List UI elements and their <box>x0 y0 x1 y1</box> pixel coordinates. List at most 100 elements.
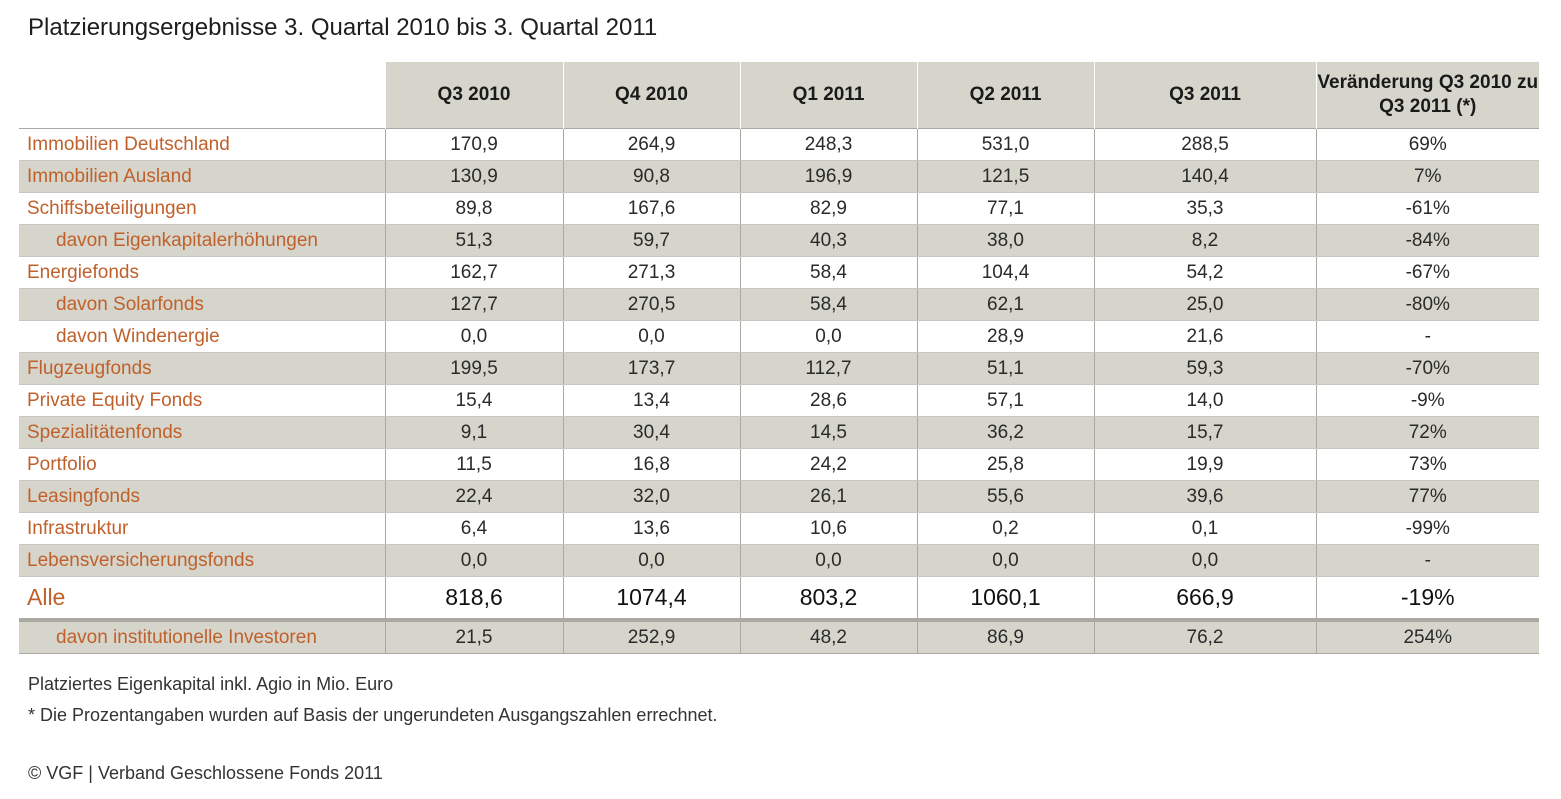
change-cell: 73% <box>1315 448 1539 481</box>
value-cell: 26,1 <box>739 480 917 513</box>
value-cell: 86,9 <box>916 620 1094 654</box>
value-cell: 130,9 <box>384 160 563 193</box>
table-row: davon Windenergie 0,0 0,0 0,0 28,9 21,6- <box>19 320 1539 353</box>
column-header-change: Veränderung Q3 2010 zu Q3 2011 (*) <box>1315 62 1539 129</box>
value-cell: 127,7 <box>384 288 563 321</box>
value-cell: 252,9 <box>562 620 740 654</box>
row-label: Spezialitätenfonds <box>19 416 385 449</box>
value-cell: 0,2 <box>916 512 1094 545</box>
page-title: Platzierungsergebnisse 3. Quartal 2010 b… <box>28 14 658 41</box>
value-cell: 0,0 <box>562 320 740 353</box>
value-cell: 36,2 <box>916 416 1094 449</box>
table-row: Private Equity Fonds 15,4 13,4 28,6 57,1 14,0… <box>19 384 1539 417</box>
value-cell: 82,9 <box>739 192 917 225</box>
value-cell: 89,8 <box>384 192 563 225</box>
value-cell: 288,5 <box>1093 128 1316 161</box>
value-cell: 40,3 <box>739 224 917 257</box>
value-cell: 0,0 <box>562 544 740 577</box>
change-cell: -80% <box>1315 288 1539 321</box>
value-cell: 121,5 <box>916 160 1094 193</box>
value-cell: 25,0 <box>1093 288 1316 321</box>
table-row: davon Eigenkapitalerhöhungen 51,3 59,7 40,3… <box>19 224 1539 257</box>
row-label: Immobilien Deutschland <box>19 128 385 161</box>
table-row: Schiffsbeteiligungen 89,8 167,6 82,9 77,1 35,… <box>19 192 1539 225</box>
change-cell: -61% <box>1315 192 1539 225</box>
change-cell: -70% <box>1315 352 1539 385</box>
value-cell: 11,5 <box>384 448 563 481</box>
value-cell: 13,6 <box>562 512 740 545</box>
value-cell: 0,0 <box>384 544 563 577</box>
value-cell: 666,9 <box>1093 576 1316 622</box>
change-cell: - <box>1315 544 1539 577</box>
value-cell: 6,4 <box>384 512 563 545</box>
value-cell: 0,0 <box>916 544 1094 577</box>
header-corner <box>19 62 385 129</box>
row-label: Infrastruktur <box>19 512 385 545</box>
row-label: Portfolio <box>19 448 385 481</box>
table-row: davon institutionelle Investoren 21,5 252,… <box>19 620 1539 654</box>
value-cell: 1060,1 <box>916 576 1094 622</box>
table-row: Infrastruktur 6,4 13,6 10,6 0,2 0,1 -99% <box>19 512 1539 545</box>
value-cell: 28,6 <box>739 384 917 417</box>
value-cell: 1074,4 <box>562 576 740 622</box>
value-cell: 140,4 <box>1093 160 1316 193</box>
table-row: Immobilien Deutschland 170,9 264,9 248,3 531… <box>19 128 1539 161</box>
value-cell: 54,2 <box>1093 256 1316 289</box>
value-cell: 15,7 <box>1093 416 1316 449</box>
table-row: Lebensversicherungsfonds 0,0 0,0 0,0 0,0 0,0- <box>19 544 1539 577</box>
value-cell: 22,4 <box>384 480 563 513</box>
table-row: Flugzeugfonds 199,5 173,7 112,7 51,1 59,3 -70% <box>19 352 1539 385</box>
change-cell: 77% <box>1315 480 1539 513</box>
value-cell: 90,8 <box>562 160 740 193</box>
value-cell: 28,9 <box>916 320 1094 353</box>
value-cell: 14,0 <box>1093 384 1316 417</box>
change-cell: 254% <box>1315 620 1539 654</box>
change-cell: -9% <box>1315 384 1539 417</box>
value-cell: 38,0 <box>916 224 1094 257</box>
value-cell: 162,7 <box>384 256 563 289</box>
value-cell: 13,4 <box>562 384 740 417</box>
value-cell: 270,5 <box>562 288 740 321</box>
table-row: davon Solarfonds 127,7 270,5 58,4 62,1 25,0 -8… <box>19 288 1539 321</box>
value-cell: 10,6 <box>739 512 917 545</box>
row-label: davon Eigenkapitalerhöhungen <box>19 224 385 257</box>
value-cell: 62,1 <box>916 288 1094 321</box>
column-header: Q2 2011 <box>916 62 1094 129</box>
table-row: Leasingfonds 22,4 32,0 26,1 55,6 39,6 77% <box>19 480 1539 513</box>
value-cell: 16,8 <box>562 448 740 481</box>
change-cell: -84% <box>1315 224 1539 257</box>
table-row: Immobilien Ausland 130,9 90,8 196,9 121,5 140… <box>19 160 1539 193</box>
change-cell: 69% <box>1315 128 1539 161</box>
value-cell: 104,4 <box>916 256 1094 289</box>
value-cell: 248,3 <box>739 128 917 161</box>
copyright: © VGF | Verband Geschlossene Fonds 2011 <box>28 763 383 783</box>
row-label: Immobilien Ausland <box>19 160 385 193</box>
table-row: Portfolio 11,5 16,8 24,2 25,8 19,9 73% <box>19 448 1539 481</box>
column-header: Q1 2011 <box>739 62 917 129</box>
row-label: Private Equity Fonds <box>19 384 385 417</box>
row-label: Alle <box>19 576 385 622</box>
value-cell: 57,1 <box>916 384 1094 417</box>
value-cell: 21,6 <box>1093 320 1316 353</box>
value-cell: 21,5 <box>384 620 563 654</box>
value-cell: 8,2 <box>1093 224 1316 257</box>
value-cell: 55,6 <box>916 480 1094 513</box>
change-cell: -67% <box>1315 256 1539 289</box>
row-label: davon Windenergie <box>19 320 385 353</box>
row-label: Leasingfonds <box>19 480 385 513</box>
change-cell: 7% <box>1315 160 1539 193</box>
change-cell: -19% <box>1315 576 1539 622</box>
value-cell: 264,9 <box>562 128 740 161</box>
footnote: * Die Prozentangaben wurden auf Basis de… <box>28 705 718 725</box>
unit-note: Platziertes Eigenkapital inkl. Agio in M… <box>28 674 394 694</box>
table-row: Energiefonds 162,7 271,3 58,4 104,4 54,2 -67% <box>19 256 1539 289</box>
value-cell: 15,4 <box>384 384 563 417</box>
value-cell: 51,3 <box>384 224 563 257</box>
column-header: Q3 2010 <box>384 62 563 129</box>
value-cell: 173,7 <box>562 352 740 385</box>
value-cell: 818,6 <box>384 576 563 622</box>
value-cell: 58,4 <box>739 256 917 289</box>
value-cell: 58,4 <box>739 288 917 321</box>
value-cell: 51,1 <box>916 352 1094 385</box>
value-cell: 0,0 <box>739 320 917 353</box>
